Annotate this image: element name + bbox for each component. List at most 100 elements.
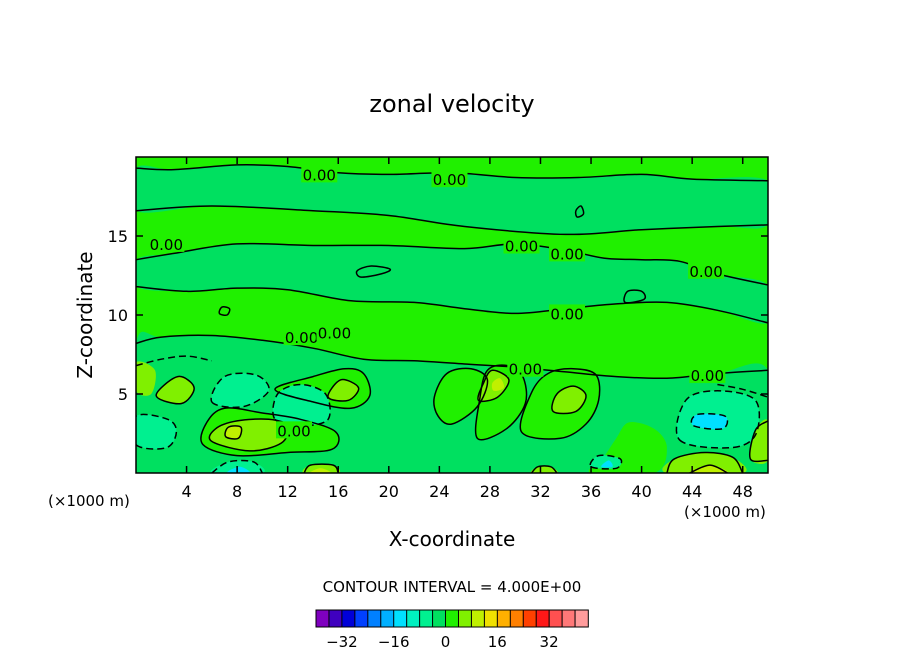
- contour-label-bg: [276, 421, 312, 439]
- colorbar-ticks: −32 −16 0 16 32: [326, 633, 559, 651]
- colorbar-swatch-17: [535, 609, 550, 628]
- x-tick-label-28: 28: [480, 482, 500, 501]
- contour-label-bg: [431, 170, 468, 188]
- colorbar-swatch-20: [574, 609, 589, 628]
- fill-lower-cyan-patches-3: [136, 414, 177, 450]
- contour-label-3: 0.00: [505, 237, 538, 255]
- fill-upper-band-0: [136, 164, 768, 235]
- contour-label-bg: [148, 234, 185, 252]
- colorbar-swatch-1: [328, 609, 343, 628]
- contour-line-closed-contour-e: [274, 367, 372, 410]
- x-tick-label-24: 24: [429, 482, 449, 501]
- contour-line-neg-contour-5: [690, 412, 729, 431]
- contour-label-1: 0.00: [433, 171, 466, 189]
- colorbar-swatch-2: [341, 609, 356, 628]
- x-tick-label-32: 32: [530, 482, 550, 501]
- colorbar-tick-label-2: 0: [441, 633, 451, 651]
- colorbar-swatch-11: [457, 609, 473, 628]
- contour-line-pos-contour-5: [666, 451, 744, 473]
- colorbar-swatch-12: [470, 609, 486, 628]
- contour-line-zero-contour-top: [136, 164, 768, 182]
- colorbar-tick-label-3: 16: [488, 633, 507, 651]
- y-tick-label-15: 15: [108, 227, 128, 246]
- x-axis-ticks: 4 8 12 16 20 24 28 32 36 40 44 48: [181, 157, 753, 501]
- fill-lower-green-patches-0: [433, 368, 488, 425]
- contour-label-bg: [507, 359, 544, 377]
- contour-line-zero-contour-upper: [136, 205, 768, 236]
- contour-line-pos-contour-10: [749, 420, 768, 463]
- y-tick-label-10: 10: [108, 306, 128, 325]
- contour-line-upper-island-a: [355, 265, 392, 278]
- contour-label-5: 0.00: [689, 263, 722, 281]
- contour-line-pos-contour-6: [689, 464, 728, 473]
- x-tick-label-40: 40: [631, 482, 651, 501]
- x-unit-right: (×1000 m): [684, 503, 766, 521]
- contour-line-upper-island-c: [574, 205, 585, 218]
- colorbar-swatch-8: [419, 609, 434, 628]
- chart-title: zonal velocity: [369, 90, 534, 118]
- contour-line-neg-contour-6: [211, 459, 264, 473]
- contour-label-bg: [688, 261, 725, 279]
- fill-yellow-green-patches-8: [749, 419, 768, 464]
- colorbar-tick-label-4: 32: [540, 633, 559, 651]
- contour-line-pos-contour-4: [551, 385, 587, 415]
- fill-yellow-cores-3: [310, 468, 331, 473]
- contour-line-upper-island-b: [623, 289, 647, 304]
- colorbar-swatch-4: [367, 609, 382, 628]
- contour-line-pos-contour-8: [155, 375, 195, 405]
- fill-blue-cores-2: [601, 460, 613, 468]
- x-tick-label-48: 48: [733, 482, 753, 501]
- contour-label-10: 0.00: [691, 367, 724, 385]
- colorbar-swatch-9: [432, 609, 447, 628]
- contour-line-neg-contour-4: [136, 413, 178, 450]
- contour-labels: 0.00 0.00 0.00 0.00 0.00 0.00 0.00 0.00 0.00 0.00…: [148, 165, 726, 440]
- contour-line-pos-contour-11: [531, 465, 558, 473]
- colorbar-swatch-19: [561, 609, 576, 628]
- colorbar-swatch-6: [393, 609, 408, 628]
- x-tick-label-16: 16: [328, 482, 348, 501]
- contour-interval-text: CONTOUR INTERVAL = 4.000E+00: [323, 578, 582, 596]
- contour-label-9: 0.00: [509, 361, 542, 379]
- colorbar-swatch-18: [548, 609, 563, 628]
- contour-line-neg-contour-8: [136, 355, 212, 367]
- fill-yellow-green-patches-9: [136, 361, 156, 396]
- colorbar-swatch-0: [315, 609, 330, 628]
- contour-line-neg-contour-7: [589, 454, 623, 470]
- colorbar-swatch-7: [406, 609, 421, 628]
- contour-label-bg: [301, 165, 338, 183]
- colorbar-swatch-3: [354, 609, 369, 628]
- contour-line-neg-contour-9: [717, 383, 768, 398]
- colorbar-swatch-5: [380, 609, 395, 628]
- x-tick-label-36: 36: [581, 482, 601, 501]
- contour-line-upper-island-d: [218, 306, 231, 317]
- contour-label-0: 0.00: [303, 166, 336, 184]
- fill-blue-cores-0: [691, 413, 728, 430]
- contour-line-closed-contour-c: [519, 367, 601, 440]
- contour-line-pos-contour-7: [303, 463, 339, 473]
- contour-line-pos-contour-1: [208, 418, 290, 452]
- fill-blue-cores-1: [226, 466, 251, 473]
- contour-label-bg: [549, 244, 586, 262]
- colorbar-swatch-14: [496, 609, 512, 628]
- colorbar-swatch-16: [522, 609, 537, 628]
- y-tick-label-5: 5: [118, 385, 128, 404]
- x-tick-label-44: 44: [682, 482, 702, 501]
- x-tick-label-20: 20: [379, 482, 399, 501]
- contour-label-11: 0.00: [277, 422, 310, 440]
- contour-line-zero-contour-bottom: [136, 334, 768, 380]
- fill-yellow-green-patches-5: [662, 452, 747, 473]
- contour-label-7: 0.00: [285, 329, 318, 347]
- fill-yellow-cores-1: [225, 425, 242, 439]
- contour-line-pos-contour-3: [477, 369, 510, 403]
- colorbar-swatch-10: [445, 609, 460, 628]
- colorbar: [315, 609, 589, 628]
- contour-label-bg: [503, 236, 540, 254]
- contour-label-4: 0.00: [550, 245, 583, 263]
- fill-yellow-green-patches-3: [156, 376, 195, 404]
- contour-line-pos-contour-9: [327, 378, 360, 402]
- colorbar-tick-label-1: −16: [378, 633, 410, 651]
- contour-label-2: 0.00: [150, 236, 183, 254]
- contour-line-closed-contour-d: [200, 407, 340, 457]
- contour-label-bg: [689, 366, 726, 384]
